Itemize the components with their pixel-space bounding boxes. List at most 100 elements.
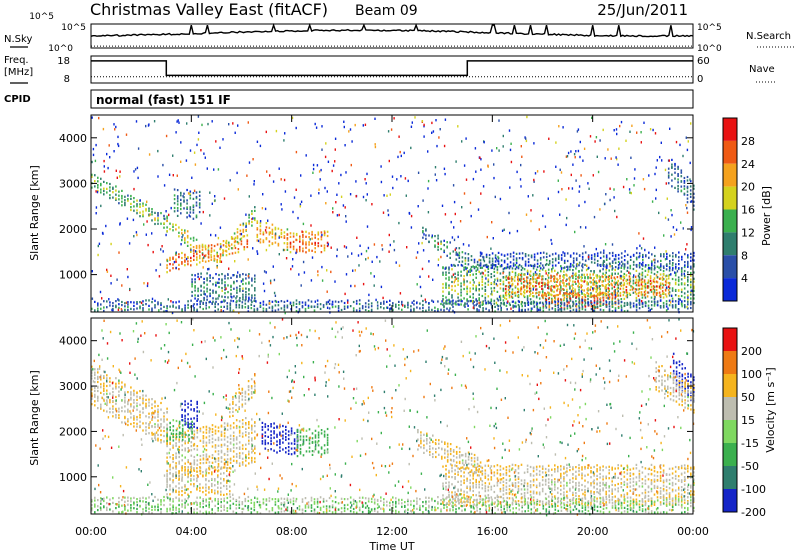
heatmap-cell bbox=[594, 140, 596, 143]
heatmap-cell bbox=[367, 256, 369, 260]
heatmap-cell bbox=[239, 273, 241, 277]
heatmap-cell bbox=[250, 392, 253, 395]
heatmap-cell bbox=[527, 254, 530, 257]
heatmap-cell bbox=[650, 285, 653, 288]
heatmap-cell bbox=[651, 260, 653, 263]
heatmap-cell bbox=[503, 301, 505, 305]
heatmap-cell bbox=[151, 431, 153, 434]
heatmap-cell bbox=[202, 210, 204, 214]
heatmap-cell bbox=[608, 277, 610, 280]
heatmap-cell bbox=[613, 285, 616, 289]
heatmap-cell bbox=[211, 424, 214, 427]
heatmap-cell bbox=[680, 288, 683, 291]
heatmap-cell bbox=[510, 295, 513, 298]
heatmap-cell bbox=[298, 302, 301, 306]
y-tick-label: 2000 bbox=[59, 223, 87, 236]
heatmap-cell bbox=[605, 258, 608, 261]
heatmap-cell bbox=[584, 263, 586, 266]
heatmap-cell bbox=[580, 286, 582, 289]
heatmap-cell bbox=[94, 381, 96, 384]
heatmap-cell bbox=[344, 292, 346, 296]
heatmap-cell bbox=[202, 474, 204, 477]
heatmap-cell bbox=[535, 281, 537, 284]
heatmap-cell bbox=[189, 208, 192, 211]
heatmap-cell bbox=[432, 453, 434, 456]
heatmap-cell bbox=[616, 276, 619, 279]
heatmap-cell bbox=[238, 397, 240, 400]
heatmap-cell bbox=[192, 204, 195, 207]
heatmap-cell bbox=[566, 307, 569, 310]
heatmap-cell bbox=[487, 267, 490, 270]
heatmap-cell bbox=[237, 248, 240, 251]
heatmap-cell bbox=[305, 241, 307, 244]
heatmap-cell bbox=[209, 274, 211, 277]
heatmap-cell bbox=[232, 426, 235, 429]
heatmap-cell bbox=[665, 274, 668, 277]
heatmap-cell bbox=[190, 403, 192, 406]
heatmap-cell bbox=[169, 448, 171, 451]
heatmap-cell bbox=[526, 297, 529, 300]
heatmap-cell bbox=[183, 192, 185, 195]
heatmap-cell bbox=[91, 369, 93, 372]
heatmap-cell bbox=[299, 250, 301, 253]
heatmap-cell bbox=[395, 305, 397, 308]
heatmap-cell bbox=[295, 188, 297, 191]
heatmap-cell bbox=[208, 486, 210, 489]
heatmap-cell bbox=[226, 428, 229, 431]
heatmap-cell bbox=[205, 444, 208, 447]
heatmap-cell bbox=[195, 195, 198, 199]
heatmap-cell bbox=[245, 464, 247, 467]
heatmap-cell bbox=[487, 265, 490, 268]
heatmap-cell bbox=[666, 257, 668, 260]
heatmap-cell bbox=[271, 242, 274, 245]
heatmap-cell bbox=[669, 267, 671, 270]
heatmap-cell bbox=[681, 272, 683, 276]
heatmap-cell bbox=[227, 277, 229, 280]
heatmap-cell bbox=[400, 154, 402, 158]
heatmap-cell bbox=[314, 236, 316, 239]
heatmap-cell bbox=[97, 389, 99, 393]
heatmap-cell bbox=[280, 235, 283, 239]
heatmap-cell bbox=[311, 450, 314, 453]
heatmap-cell bbox=[248, 298, 250, 301]
heatmap-cell bbox=[572, 260, 575, 263]
heatmap-cell bbox=[345, 273, 348, 276]
heatmap-cell bbox=[586, 291, 588, 295]
heatmap-cell bbox=[283, 178, 286, 182]
heatmap-cell bbox=[218, 273, 220, 277]
heatmap-cell bbox=[686, 185, 689, 188]
heatmap-cell bbox=[440, 242, 442, 245]
heatmap-cell bbox=[601, 293, 604, 296]
heatmap-cell bbox=[250, 396, 253, 399]
heatmap-cell bbox=[362, 282, 365, 286]
heatmap-cell bbox=[659, 306, 662, 309]
heatmap-cell bbox=[599, 304, 602, 307]
heatmap-cell bbox=[200, 275, 202, 279]
heatmap-cell bbox=[601, 275, 604, 278]
heatmap-cell bbox=[527, 261, 530, 264]
heatmap-cell bbox=[434, 235, 436, 238]
heatmap-cell bbox=[514, 264, 517, 267]
heatmap-cell bbox=[213, 168, 215, 171]
heatmap-cell bbox=[262, 193, 264, 196]
heatmap-cell bbox=[374, 117, 376, 120]
heatmap-cell bbox=[671, 163, 673, 166]
heatmap-cell bbox=[267, 435, 269, 438]
heatmap-cell bbox=[557, 293, 560, 297]
heatmap-cell bbox=[665, 305, 668, 308]
heatmap-cell bbox=[367, 246, 370, 250]
heatmap-cell bbox=[262, 239, 265, 242]
heatmap-cell bbox=[569, 295, 571, 298]
heatmap-cell bbox=[314, 445, 317, 448]
heatmap-cell bbox=[677, 283, 680, 286]
heatmap-cell bbox=[115, 189, 117, 192]
heatmap-cell bbox=[224, 288, 226, 291]
heatmap-cell bbox=[304, 310, 307, 313]
heatmap-cell bbox=[211, 473, 213, 476]
heatmap-cell bbox=[677, 302, 680, 305]
heatmap-cell bbox=[173, 260, 176, 264]
heatmap-cell bbox=[100, 204, 102, 208]
heatmap-cell bbox=[578, 294, 581, 297]
heatmap-cell bbox=[203, 296, 205, 300]
heatmap-cell bbox=[326, 433, 329, 436]
